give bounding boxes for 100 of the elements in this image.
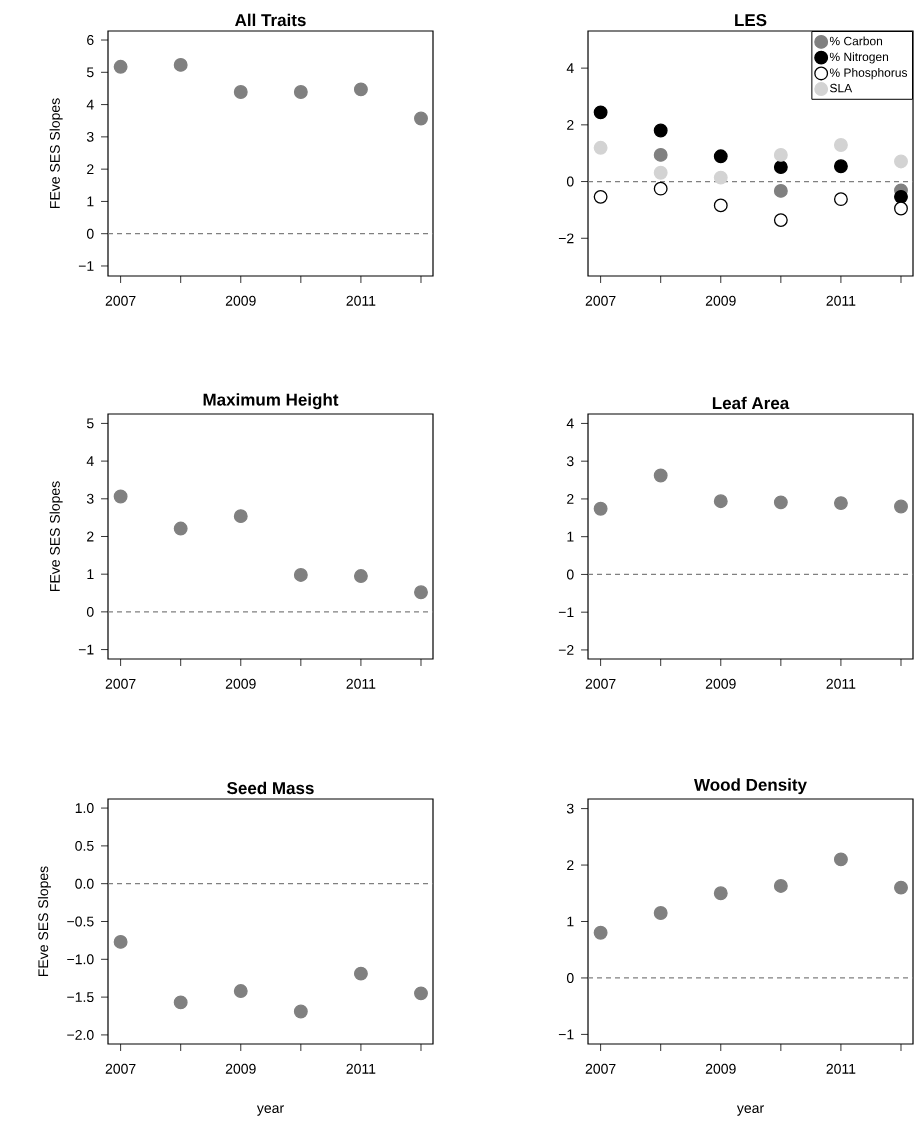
y-tick-label: −1 xyxy=(78,261,94,271)
y-tick-label: −2 xyxy=(558,645,574,655)
y-tick-label: −2.0 xyxy=(67,1029,94,1040)
y-tick-label: 3 xyxy=(566,803,574,814)
y-tick-label: −1.0 xyxy=(67,954,94,965)
point xyxy=(833,192,848,207)
y-tick-label: 2 xyxy=(567,494,574,504)
y-tick-label: −2 xyxy=(558,233,574,244)
y-tick-label: −1 xyxy=(558,607,574,617)
y-tick-label: 4 xyxy=(566,418,574,429)
point xyxy=(773,878,788,893)
x-tick-label: 2009 xyxy=(225,1063,256,1074)
point xyxy=(713,149,728,164)
y-tick-label: −1 xyxy=(78,644,94,655)
point xyxy=(173,995,188,1010)
y-tick-label: 1 xyxy=(87,196,94,207)
x-tick-label: 2009 xyxy=(225,295,256,306)
legend-label: % Nitrogen xyxy=(829,52,889,64)
y-tick-label: −0.5 xyxy=(67,916,94,927)
y-tick-label: 2 xyxy=(567,860,574,870)
point xyxy=(833,138,848,152)
point xyxy=(173,57,188,72)
y-tick-label: 3 xyxy=(566,456,574,467)
y-tick-label: 2 xyxy=(87,531,94,542)
y-tick-label: 4 xyxy=(86,99,94,110)
point xyxy=(653,181,668,196)
point xyxy=(773,495,788,510)
point xyxy=(653,147,668,162)
y-tick-label: 1 xyxy=(567,531,574,542)
point xyxy=(894,201,908,216)
point xyxy=(653,123,668,138)
y-tick-label: 0.5 xyxy=(75,840,94,851)
chart-title: Maximum Height xyxy=(203,393,339,410)
x-tick-label: 2009 xyxy=(705,678,736,689)
point xyxy=(293,567,308,582)
y-tick-label: 0 xyxy=(566,176,574,187)
point xyxy=(713,170,728,185)
y-tick-label: 2 xyxy=(567,119,574,130)
y-tick-label: 6 xyxy=(87,35,94,45)
point xyxy=(653,468,668,483)
y-tick-label: 3 xyxy=(86,493,94,504)
point xyxy=(773,213,788,228)
y-tick-label: 5 xyxy=(86,418,94,429)
x-tick-label: 2007 xyxy=(105,678,136,689)
point xyxy=(353,82,368,97)
point xyxy=(833,852,848,867)
point xyxy=(773,147,788,162)
y-axis-title: FEve SES Slopes xyxy=(49,481,63,591)
point xyxy=(353,966,368,981)
y-tick-label: 1 xyxy=(87,569,94,579)
x-tick-label: 2007 xyxy=(105,295,136,306)
point xyxy=(113,489,128,504)
y-axis-title: FEve SES Slopes xyxy=(49,98,63,208)
chart-title: Wood Density xyxy=(694,778,807,795)
y-tick-label: 0 xyxy=(86,606,94,617)
y-tick-label: 1.0 xyxy=(75,803,94,814)
y-tick-label: 2 xyxy=(87,164,94,175)
point xyxy=(833,159,848,174)
x-tick-label: 2009 xyxy=(705,295,736,306)
point xyxy=(173,521,188,536)
legend-label: SLA xyxy=(830,83,853,93)
point xyxy=(593,501,608,516)
x-axis-title: year xyxy=(256,1105,284,1116)
y-tick-label: 0.0 xyxy=(75,878,94,889)
chart-title: Leaf Area xyxy=(712,396,790,410)
point xyxy=(773,183,788,198)
chart-title: LES xyxy=(735,14,767,27)
point xyxy=(233,509,248,524)
x-tick-label: 2011 xyxy=(346,1063,376,1074)
point xyxy=(414,585,428,600)
legend-label: % Phosphorus xyxy=(829,68,908,80)
point xyxy=(653,906,668,920)
point xyxy=(653,165,668,180)
point xyxy=(593,140,608,155)
point xyxy=(233,984,248,999)
point xyxy=(293,1004,308,1019)
point xyxy=(233,85,248,99)
point xyxy=(713,494,728,509)
point xyxy=(113,59,128,74)
y-tick-label: 1 xyxy=(567,916,574,927)
x-tick-label: 2007 xyxy=(585,295,616,306)
x-tick-label: 2007 xyxy=(105,1063,136,1074)
x-tick-label: 2011 xyxy=(826,295,856,306)
chart-title: Seed Mass xyxy=(227,781,314,795)
point xyxy=(293,85,308,99)
point xyxy=(894,154,908,169)
point xyxy=(113,934,128,949)
point xyxy=(353,569,368,584)
point xyxy=(713,198,728,213)
point xyxy=(894,189,908,204)
y-axis-title: FEve SES Slopes xyxy=(37,866,51,976)
y-tick-label: 0 xyxy=(86,228,94,239)
y-tick-label: −1 xyxy=(558,1029,574,1040)
y-tick-label: 0 xyxy=(566,569,574,580)
chart-title: All Traits xyxy=(235,13,306,27)
point xyxy=(593,189,608,204)
x-tick-label: 2011 xyxy=(346,295,376,306)
point xyxy=(414,986,428,1001)
y-tick-label: 3 xyxy=(86,131,94,142)
y-tick-label: 4 xyxy=(86,456,94,466)
